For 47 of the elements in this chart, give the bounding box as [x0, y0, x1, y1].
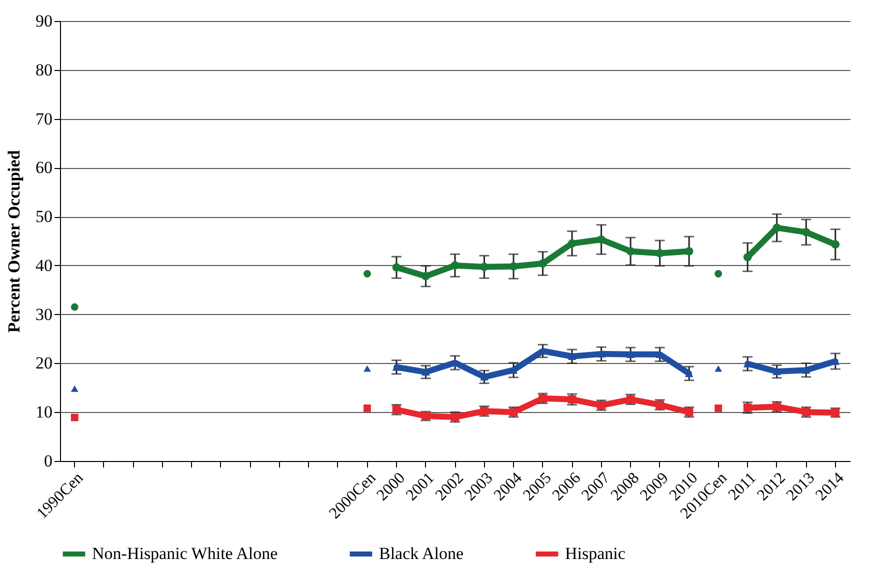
y-tick-label: 70 — [36, 109, 52, 128]
point — [364, 365, 371, 372]
point — [480, 373, 488, 381]
point — [597, 350, 606, 358]
y-axis-title: Percent Owner Occupied — [4, 150, 24, 333]
point — [802, 228, 810, 236]
point — [772, 368, 782, 376]
legend-label: Hispanic — [565, 544, 626, 563]
y-tick-label: 90 — [36, 12, 52, 30]
y-tick-label: 0 — [44, 452, 52, 470]
point — [392, 364, 401, 371]
legend-label: Non-Hispanic White Alone — [92, 544, 278, 563]
point — [772, 224, 782, 232]
point — [364, 404, 371, 412]
point — [831, 240, 840, 249]
y-tick-label: 20 — [36, 354, 52, 373]
point — [422, 368, 430, 376]
y-tick-label: 60 — [36, 158, 52, 178]
point — [568, 239, 576, 248]
point — [392, 263, 401, 272]
point — [70, 385, 78, 392]
legend-label: Black Alone — [379, 544, 464, 563]
point — [743, 252, 752, 262]
point — [509, 366, 518, 374]
point — [802, 366, 810, 374]
point — [684, 370, 694, 378]
point — [70, 303, 78, 311]
point — [70, 414, 78, 422]
y-tick-label: 30 — [36, 304, 52, 324]
point — [714, 270, 722, 278]
point — [450, 261, 460, 270]
point — [538, 259, 547, 268]
point — [626, 247, 635, 256]
point — [568, 352, 576, 360]
point — [714, 404, 722, 412]
point — [656, 249, 664, 258]
y-tick-label: 80 — [36, 60, 52, 80]
y-tick-label: 50 — [36, 207, 52, 226]
point — [597, 235, 606, 244]
y-tick-label: 10 — [36, 402, 52, 422]
point — [480, 262, 488, 272]
point — [626, 350, 635, 358]
point — [364, 270, 371, 278]
point — [714, 365, 722, 372]
point — [422, 272, 430, 280]
y-tick-label: 40 — [36, 256, 52, 275]
point — [684, 247, 694, 256]
